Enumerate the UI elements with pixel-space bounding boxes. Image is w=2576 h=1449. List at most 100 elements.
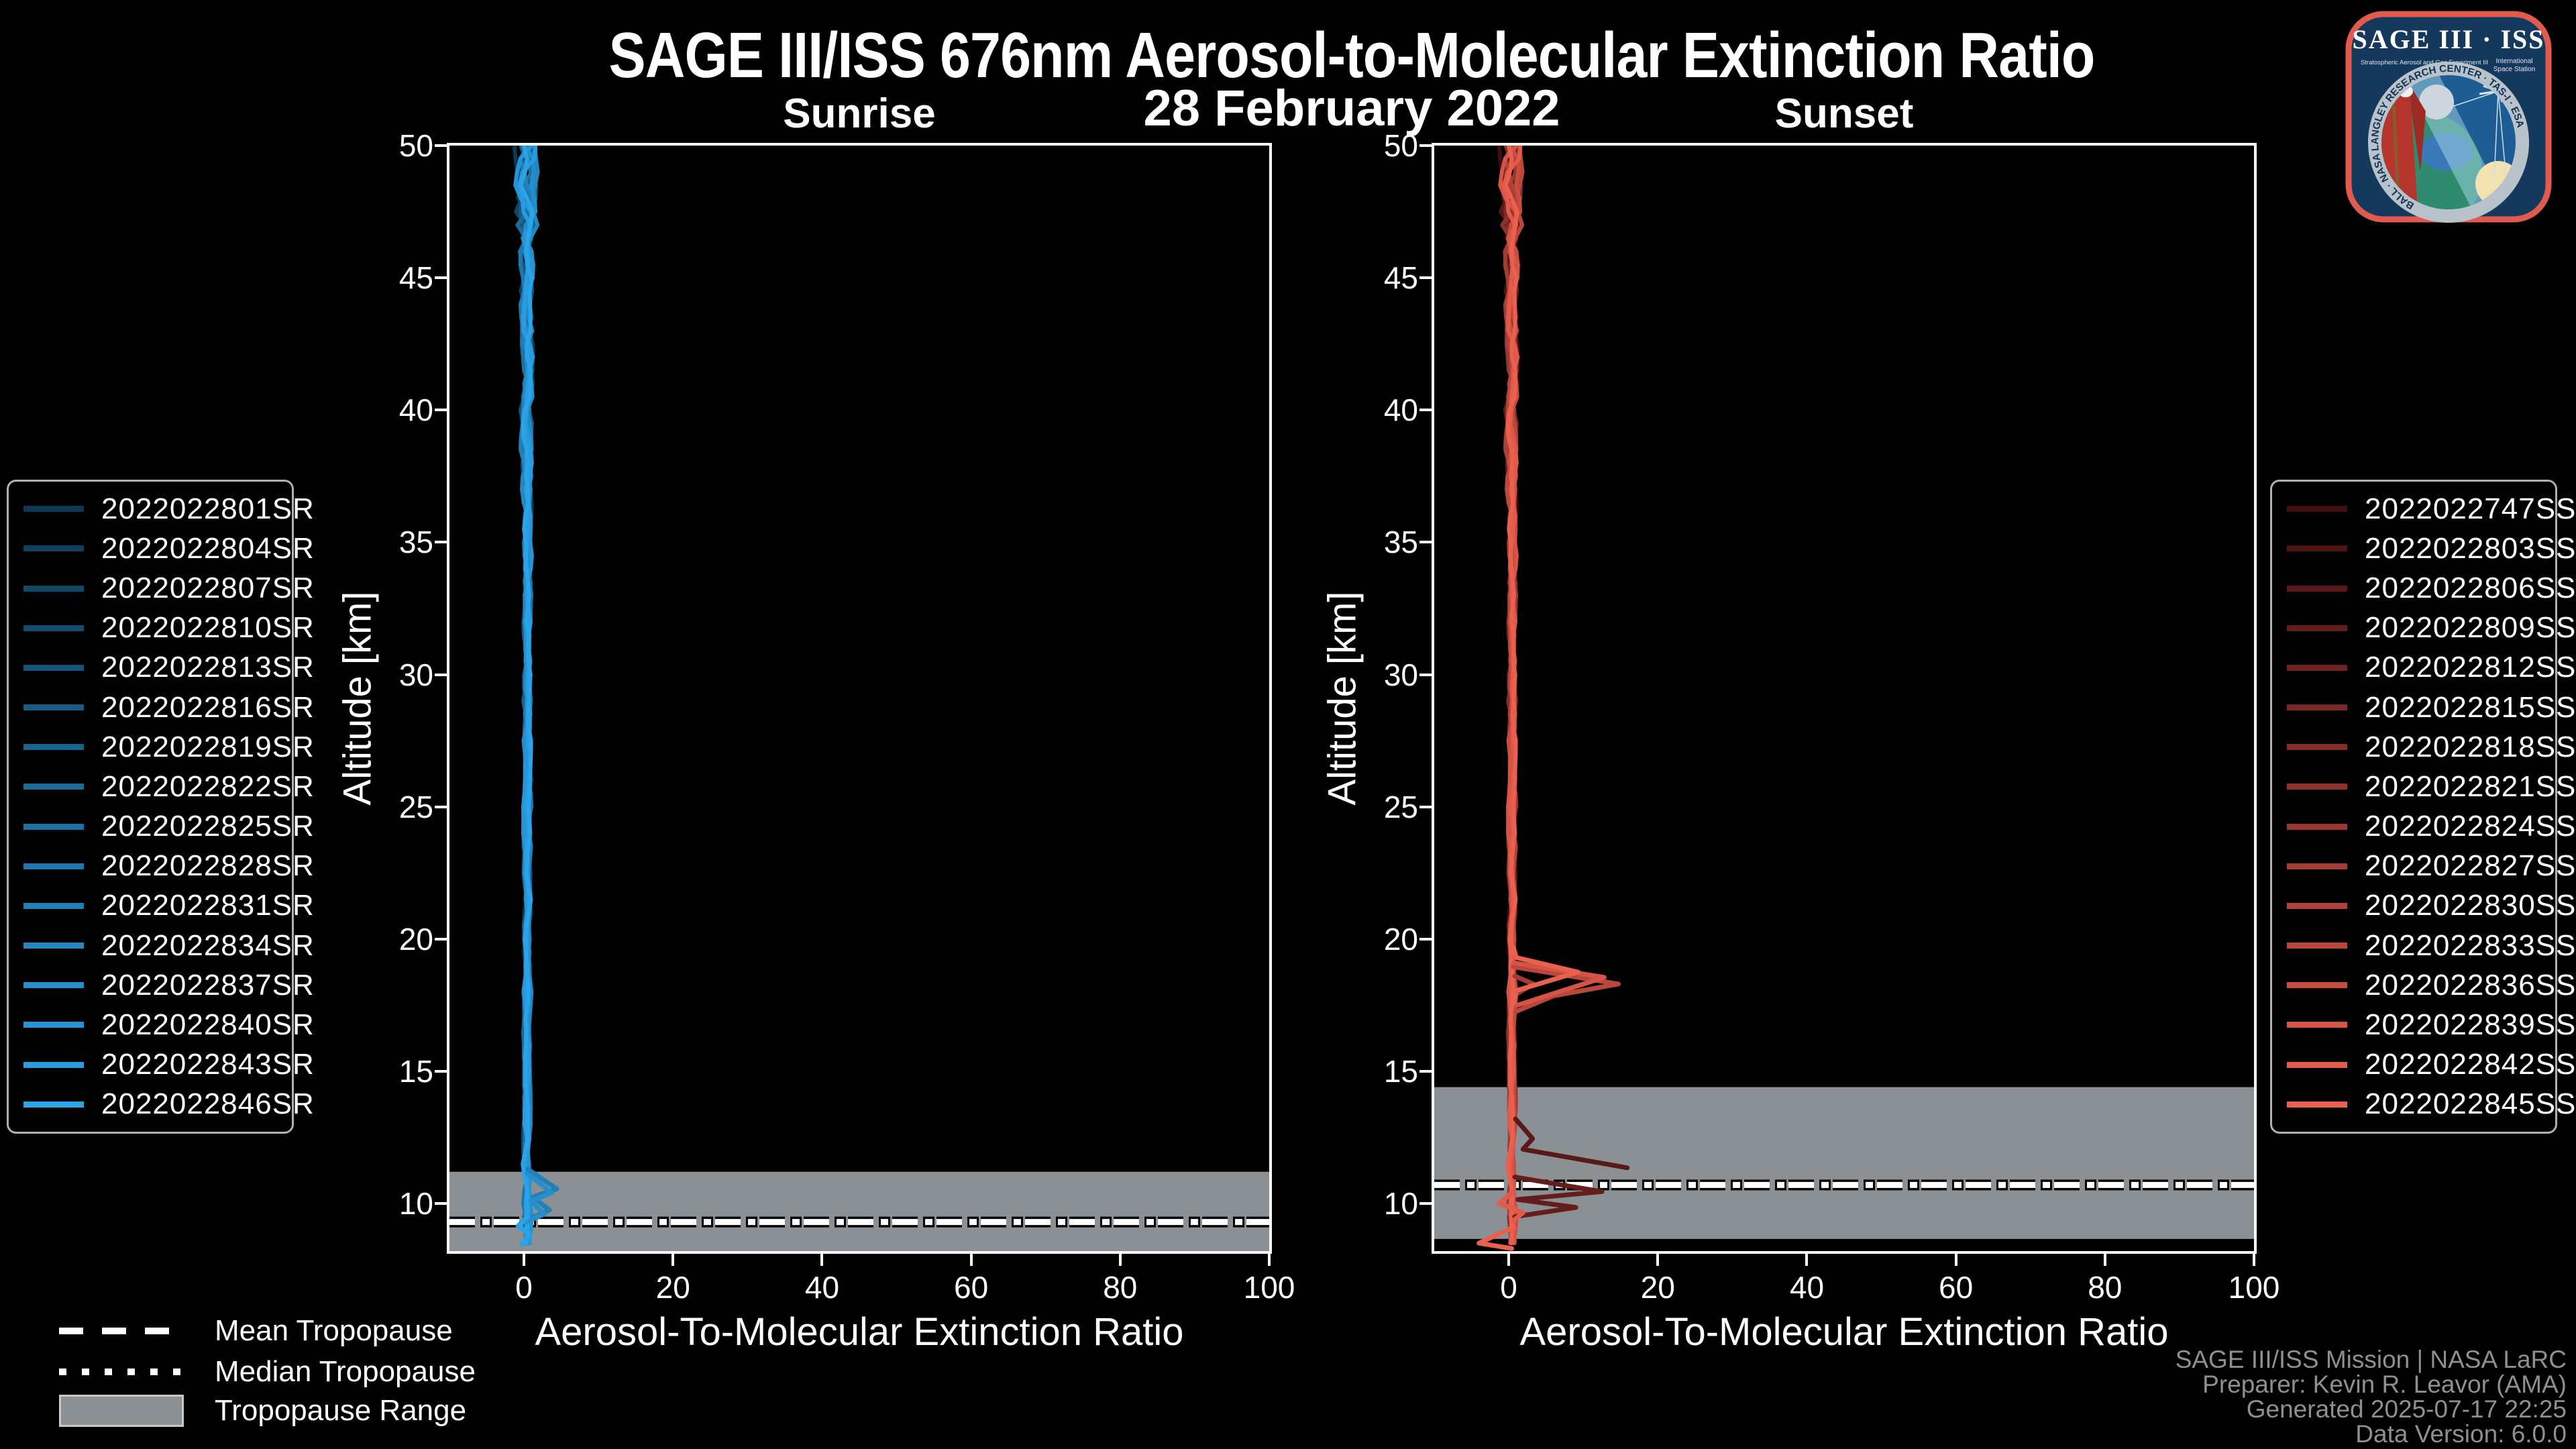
legend-item: 2022022815SS [2272, 688, 2575, 727]
legend-event-label: 2022022818SS [2365, 730, 2576, 763]
patch-tagline-left: Stratospheric Aerosol and Gas Experiment… [2361, 59, 2488, 66]
y-tick-label: 40 [1383, 392, 1418, 428]
patch-moon-icon [2419, 85, 2454, 119]
y-tick-label: 40 [398, 392, 433, 428]
x-axis-label-sunrise: Aerosol-To-Molecular Extinction Ratio [535, 1310, 1184, 1354]
legend-item: 2022022842SS [2272, 1046, 2575, 1084]
x-tick-mark [1656, 1254, 1660, 1266]
x-tick-label: 40 [1789, 1270, 1825, 1305]
legend-event-label: 2022022825SR [101, 810, 315, 843]
y-tick-mark [1419, 1202, 1432, 1205]
legend-line-swatch [23, 625, 84, 631]
legend-item: 2022022836SS [2272, 966, 2575, 1004]
legend-event-label: 2022022840SR [101, 1008, 315, 1041]
legend-item: 2022022824SS [2272, 808, 2575, 846]
y-tick-mark [435, 805, 447, 808]
y-tick-mark [1419, 541, 1432, 544]
y-tick-mark [435, 1202, 447, 1205]
legend-item: 2022022810SR [9, 609, 314, 647]
y-axis-label-sunset: Altitude [km] [1320, 591, 1364, 806]
legend-line-swatch [23, 982, 84, 989]
profile-2022022846SR [519, 144, 535, 1246]
legend-item: 2022022804SR [9, 529, 314, 568]
feature-2022022809SS [1512, 1175, 1605, 1220]
legend-item: 2022022833SS [2272, 926, 2575, 965]
legend-line-swatch [2287, 1022, 2347, 1028]
y-tick-label: 30 [398, 657, 433, 692]
legend-line-swatch [23, 545, 84, 552]
x-tick-mark [1507, 1254, 1511, 1266]
tropopause-range-swatch-icon [59, 1395, 184, 1427]
legend-event-label: 2022022824SS [2365, 810, 2576, 843]
legend-event-label: 2022022831SR [101, 889, 315, 922]
sunrise-plot-area [447, 143, 1272, 1254]
x-tick-mark [1954, 1254, 1957, 1266]
x-tick-label: 80 [1103, 1270, 1138, 1305]
tropopause-range-band [449, 1171, 1269, 1251]
legend-event-label: 2022022747SS [2365, 492, 2576, 525]
legend-line-swatch [2287, 585, 2347, 592]
y-tick-mark [435, 541, 447, 544]
patch-sightlines [2445, 91, 2507, 180]
legend-item: 2022022845SS [2272, 1085, 2575, 1124]
y-tick-label: 25 [1383, 789, 1418, 824]
y-tick-mark [435, 937, 447, 941]
x-tick-mark [1118, 1254, 1122, 1266]
legend-event-label: 2022022815SS [2365, 690, 2576, 724]
legend-line-swatch [23, 943, 84, 949]
feature-2022022842SS [1497, 1189, 1525, 1224]
footer-mission-line: SAGE III/ISS Mission | NASA LaRC [2175, 1346, 2567, 1373]
y-tick-mark [1419, 276, 1432, 280]
legend-item: 2022022813SR [9, 649, 314, 687]
legend-item: 2022022816SR [9, 688, 314, 727]
y-tick-label: 10 [398, 1186, 433, 1222]
legend-line-swatch [2287, 1061, 2347, 1068]
legend-item: 2022022827SS [2272, 847, 2575, 885]
legend-line-swatch [2287, 704, 2347, 711]
y-tick-label: 20 [398, 921, 433, 957]
legend-item: 2022022846SR [9, 1085, 314, 1124]
legend-item: 2022022831SR [9, 887, 314, 925]
y-tick-mark [1419, 1069, 1432, 1073]
y-tick-mark [435, 144, 447, 147]
median-tropopause-label: Median Tropopause [215, 1355, 476, 1388]
legend-item: 2022022839SS [2272, 1006, 2575, 1044]
sunset-plot-area [1432, 143, 2257, 1254]
tropopause-range-band [1434, 1087, 2254, 1239]
sunset-event-legend: 2022022747SS 2022022803SS 2022022806SS 2022… [2270, 480, 2575, 1134]
legend-event-label: 2022022807SR [101, 572, 315, 605]
y-axis-label-sunrise: Altitude [km] [335, 591, 380, 806]
legend-event-label: 2022022803SS [2365, 531, 2576, 565]
legend-item: 2022022837SR [9, 966, 314, 1004]
y-tick-mark [1419, 805, 1432, 808]
legend-line-swatch [23, 744, 84, 751]
legend-line-swatch [2287, 943, 2347, 949]
legend-event-label: 2022022821SS [2365, 769, 2576, 803]
feature-2022022806SS [1513, 1116, 1630, 1171]
legend-item: 2022022747SS [2272, 490, 2575, 528]
x-tick-mark [1268, 1254, 1271, 1266]
legend-event-label: 2022022836SS [2365, 968, 2576, 1002]
y-tick-mark [1419, 937, 1432, 941]
legend-line-swatch [23, 1061, 84, 1068]
x-tick-mark [969, 1254, 973, 1266]
y-tick-label: 20 [1383, 921, 1418, 957]
x-tick-label: 80 [2088, 1270, 2123, 1305]
legend-line-swatch [2287, 902, 2347, 909]
legend-item: 2022022812SS [2272, 649, 2575, 687]
y-tick-mark [1419, 144, 1432, 147]
legend-line-swatch [2287, 625, 2347, 631]
y-tick-label: 50 [1383, 128, 1418, 163]
legend-item: 2022022818SS [2272, 728, 2575, 766]
y-tick-label: 30 [1383, 657, 1418, 692]
legend-event-label: 2022022828SR [101, 849, 315, 883]
legend-event-label: 2022022845SS [2365, 1087, 2576, 1121]
legend-line-swatch [23, 902, 84, 909]
legend-event-label: 2022022809SS [2365, 611, 2576, 645]
figure-title: SAGE III/ISS 676nm Aerosol-to-Molecular … [608, 19, 2096, 91]
legend-item: 2022022840SR [9, 1006, 314, 1044]
y-tick-label: 25 [398, 789, 433, 824]
y-tick-mark [1419, 409, 1432, 412]
legend-item: 2022022821SS [2272, 767, 2575, 806]
